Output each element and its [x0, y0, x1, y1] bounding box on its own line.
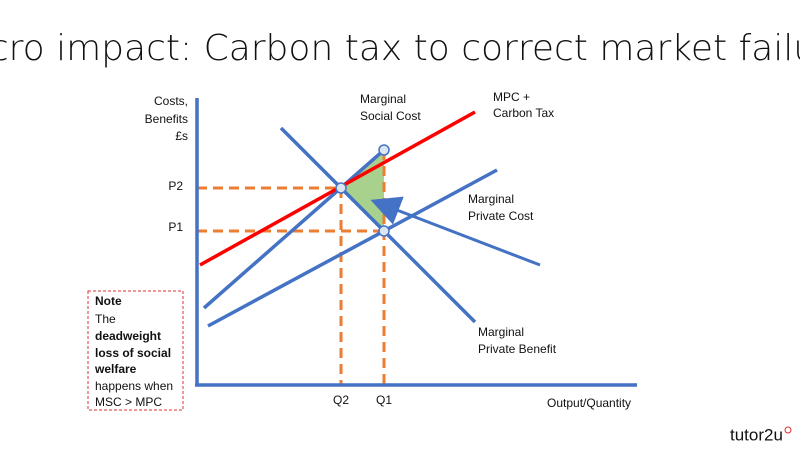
note-line: MSC > MPC: [95, 395, 162, 409]
msc-curve: [202, 148, 386, 310]
note-line: The: [95, 312, 116, 326]
y-label: £s: [175, 129, 188, 143]
note-line: welfare: [94, 362, 137, 376]
equilibrium-point: [335, 182, 347, 194]
curve-label: Private Benefit: [478, 342, 557, 356]
y-label: Benefits: [145, 112, 188, 126]
deadweight-loss-area: [341, 150, 384, 231]
quantity-label: Q1: [376, 393, 392, 407]
quantity-label: Q2: [333, 393, 349, 407]
pointer-arrow: [370, 196, 541, 267]
curve-label: Marginal: [478, 325, 524, 339]
mpb-curve: [279, 126, 477, 324]
curve-label: Social Cost: [360, 109, 421, 123]
curve-label: Private Cost: [468, 209, 534, 223]
title: Micro impact: Carbon tax to correct mark…: [0, 28, 800, 69]
equilibrium-point: [378, 144, 390, 156]
curve-label: Carbon Tax: [493, 106, 554, 120]
curve-label: Marginal: [360, 92, 406, 106]
note-box: [87, 290, 184, 411]
note-line: deadweight: [95, 329, 161, 343]
logo: tutor2u: [730, 425, 783, 444]
price-label: P1: [168, 220, 183, 234]
x-label: Output/Quantity: [547, 396, 631, 410]
curve-label: Marginal: [468, 192, 514, 206]
equilibrium-point: [378, 225, 390, 237]
mpc-curve: [207, 168, 498, 328]
note-line: happens when: [95, 379, 173, 393]
y-label: Costs,: [154, 94, 188, 108]
logo-mark: [784, 426, 792, 434]
note-line: loss of social: [95, 346, 171, 360]
curve-label: MPC +: [493, 90, 530, 104]
note-heading: Note: [95, 294, 122, 308]
price-label: P2: [168, 179, 183, 193]
